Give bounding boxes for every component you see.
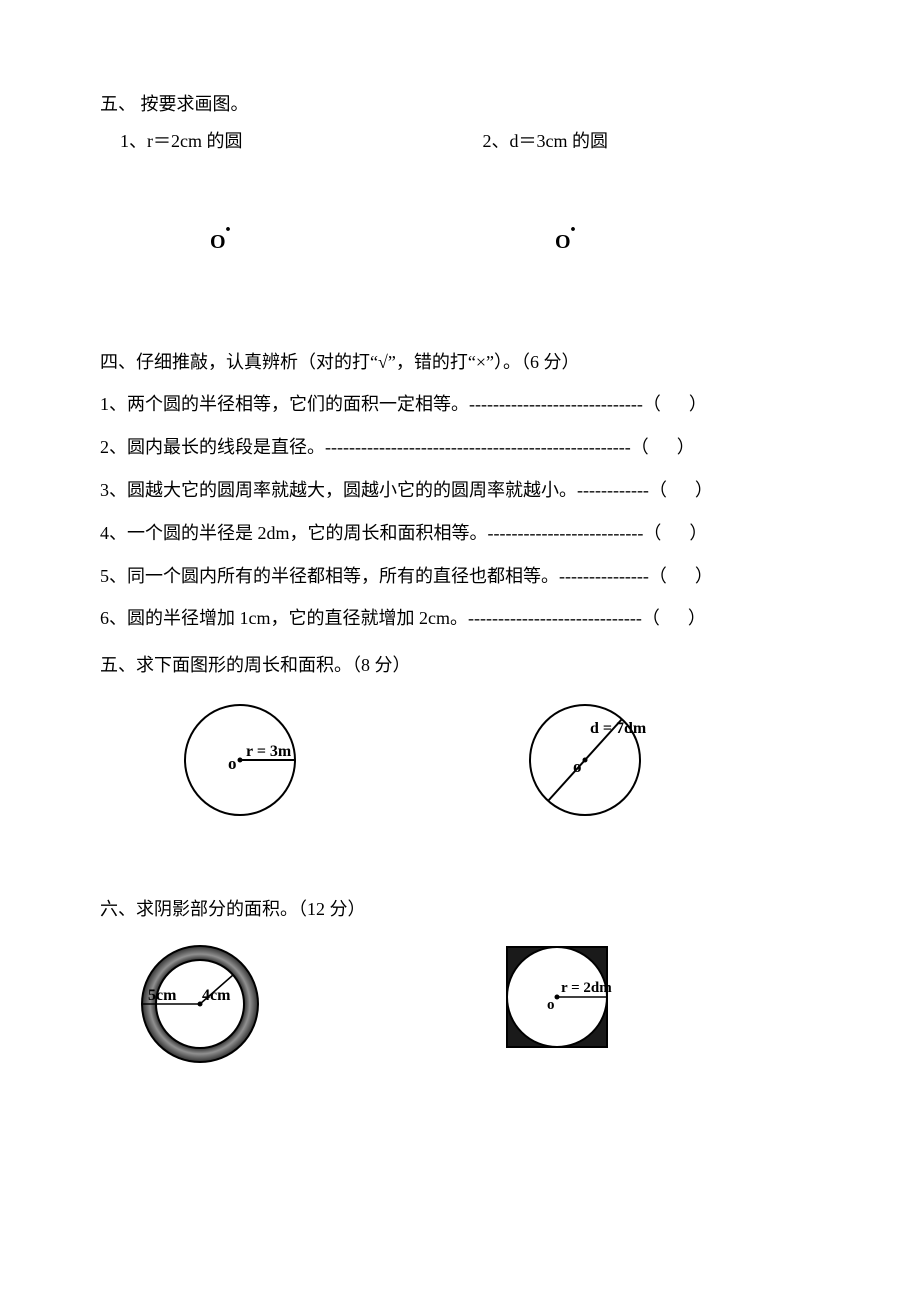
section-tf-title: 四、仔细推敲，认真辨析（对的打“√”，错的打“×”）。（6 分） [100,348,820,377]
figure-square-circle: o r = 2dm [455,939,820,1069]
point-o-1: ·O [100,226,460,258]
tf-text: 5、同一个圆内所有的半径都相等，所有的直径也都相等。 [100,562,559,591]
tf-paren[interactable]: （） [649,476,741,505]
figure-circle-r3m: o r = 3m [100,695,480,825]
shade-figures-row: 5cm 4cm o r = 2dm [100,939,820,1069]
tf-text: 6、圆的半径增加 1cm，它的直径就增加 2cm。 [100,604,468,633]
svg-text:r = 3m: r = 3m [246,743,292,760]
svg-text:4cm: 4cm [202,987,231,1004]
tf-text: 1、两个圆的半径相等，它们的面积一定相等。 [100,390,469,419]
tf-paren[interactable]: （） [643,519,735,548]
section-shade-title: 六、求阴影部分的面积。（12 分） [100,895,820,924]
point-o-2: ·O [460,226,820,258]
tf-dashes: --------------- [559,562,649,591]
section-calc-title: 五、求下面图形的周长和面积。（8 分） [100,651,820,680]
tf-text: 2、圆内最长的线段是直径。 [100,433,325,462]
tf-dashes: ------------ [577,476,649,505]
figure-circle-d7dm: o d = 7dm [480,695,820,825]
svg-text:5cm: 5cm [148,987,177,1004]
tf-line-5: 5、同一个圆内所有的半径都相等，所有的直径也都相等。--------------… [100,562,820,591]
section-tf: 四、仔细推敲，认真辨析（对的打“√”，错的打“×”）。（6 分） 1、两个圆的半… [100,348,820,634]
tf-line-4: 4、一个圆的半径是 2dm，它的周长和面积相等。----------------… [100,519,820,548]
tf-paren[interactable]: （） [631,433,723,462]
calc-figures-row: o r = 3m o d = 7dm [100,695,820,825]
draw-item-1: 1、r＝2cm 的圆 [120,127,458,156]
section-draw-title: 五、 按要求画图。 [100,90,820,119]
svg-text:r = 2dm: r = 2dm [561,980,612,996]
tf-paren[interactable]: （） [642,604,734,633]
tf-line-6: 6、圆的半径增加 1cm，它的直径就增加 2cm。---------------… [100,604,820,633]
draw-item-2: 2、d＝3cm 的圆 [458,127,821,156]
tf-line-3: 3、圆越大它的圆周率就越大，圆越小它的的圆周率就越小。------------ … [100,476,820,505]
tf-dashes: ----------------------------- [469,390,643,419]
tf-line-2: 2、圆内最长的线段是直径。---------------------------… [100,433,820,462]
draw-items-row: 1、r＝2cm 的圆 2、d＝3cm 的圆 [120,127,820,156]
tf-paren[interactable]: （） [643,390,735,419]
figure-ring: 5cm 4cm [100,939,455,1069]
tf-text: 3、圆越大它的圆周率就越大，圆越小它的的圆周率就越小。 [100,476,577,505]
svg-text:d = 7dm: d = 7dm [590,720,647,737]
svg-text:o: o [547,997,555,1013]
tf-dashes: -------------------------- [488,519,644,548]
svg-text:o: o [228,754,237,773]
svg-text:o: o [573,757,582,776]
tf-dashes: ----------------------------- [468,604,642,633]
tf-paren[interactable]: （） [649,562,741,591]
center-points-row: ·O ·O [100,226,820,258]
tf-line-1: 1、两个圆的半径相等，它们的面积一定相等。-------------------… [100,390,820,419]
tf-text: 4、一个圆的半径是 2dm，它的周长和面积相等。 [100,519,488,548]
tf-dashes: ----------------------------------------… [325,433,631,462]
